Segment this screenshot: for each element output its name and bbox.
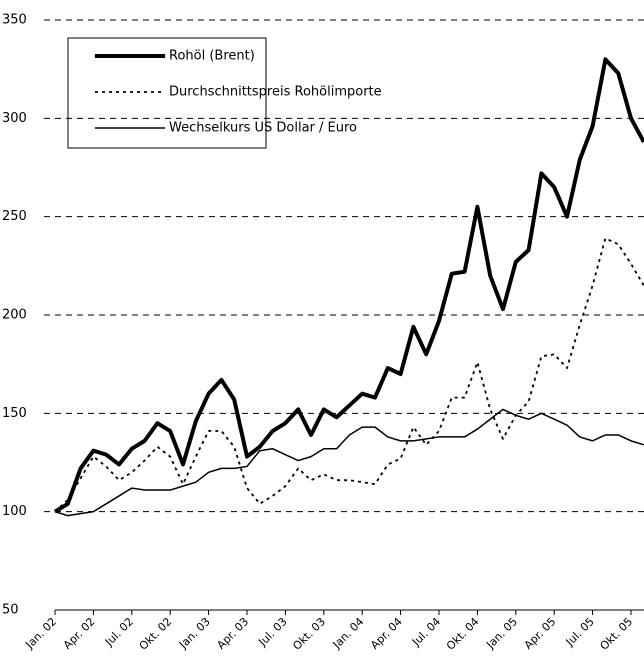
series-line [53,57,644,514]
series-line [54,408,644,517]
y-tick-label: 250 [2,209,27,224]
x-tick-label: Jul. 03 [256,615,290,649]
x-tick-label: Jan. 04 [330,615,367,652]
series-line [54,237,644,513]
x-tick-label: Jan. 02 [23,615,60,652]
x-tick-label: Jan. 03 [176,615,213,652]
x-tick-label: Jul. 04 [409,615,443,649]
x-tick-label: Apr. 03 [214,615,251,652]
legend-label: Rohöl (Brent) [169,49,255,64]
plot-area [53,57,644,517]
y-tick-label: 350 [2,13,27,28]
x-tick-label: Okt. 04 [444,615,482,653]
x-tick-label: Apr. 05 [522,615,559,652]
x-tick-label: Okt. 03 [290,615,328,653]
x-tick-label: Apr. 04 [368,615,405,652]
x-tick-label: Jul. 02 [102,615,136,649]
x-tick-label: Apr. 02 [61,615,98,652]
x-tick-label: Jul. 05 [563,615,597,649]
x-tick-label: Jan. 05 [483,615,520,652]
y-tick-label: 200 [2,308,27,323]
x-tick-label: Okt. 02 [137,615,175,653]
y-tick-label: 300 [2,111,27,126]
x-tick-label: Okt. 05 [598,615,636,653]
legend-label: Wechselkurs US Dollar / Euro [169,121,357,136]
y-tick-label: 100 [2,504,27,519]
y-tick-label: 150 [2,406,27,421]
y-tick-label: 50 [2,603,19,618]
legend-label: Durchschnittspreis Rohölimporte [169,85,382,100]
